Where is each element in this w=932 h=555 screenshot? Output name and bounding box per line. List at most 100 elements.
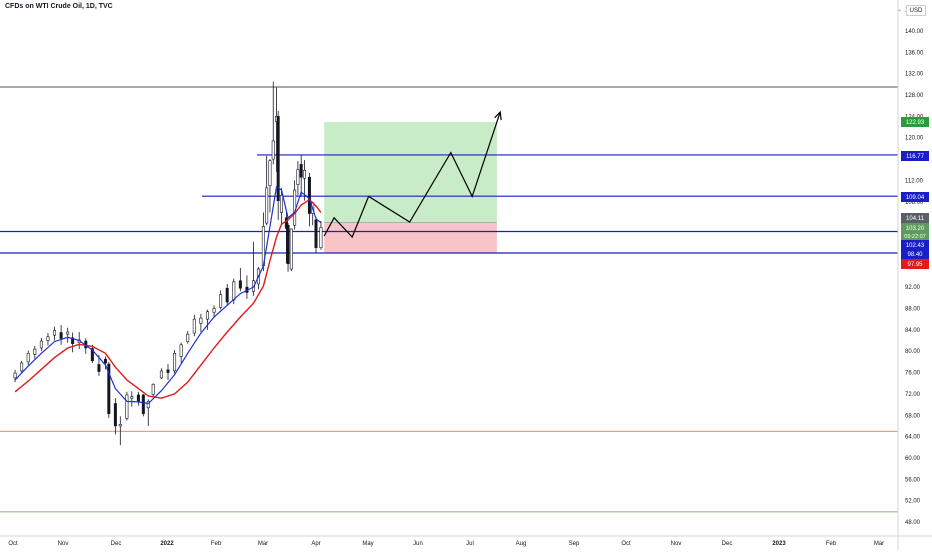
x-tick-label-14: Dec xyxy=(722,541,733,547)
x-tick-label-6: Apr xyxy=(311,541,320,547)
candle-body-28 xyxy=(186,333,190,342)
candle-body-48 xyxy=(286,224,290,264)
projection-line xyxy=(323,111,501,239)
candle-body-23 xyxy=(151,383,155,395)
y-tick-label-7: 76.00 xyxy=(905,371,921,377)
y-tick-label-21: 132.00 xyxy=(905,72,924,78)
price-label-5: 102.43 xyxy=(906,243,925,249)
x-tick-label-13: Nov xyxy=(671,541,682,547)
position-zones xyxy=(324,122,497,253)
price-label-bg-0 xyxy=(901,117,929,127)
candle-body-3 xyxy=(33,348,37,355)
candle-body-35 xyxy=(232,281,236,301)
y-tick-label-16: 112.00 xyxy=(905,178,924,184)
candle-body-0 xyxy=(13,372,17,379)
currency-button[interactable]: USD xyxy=(906,5,926,16)
y-tick-label-4: 64.00 xyxy=(905,435,921,441)
price-label-6: 98.40 xyxy=(907,252,923,258)
moving-averages xyxy=(14,185,322,405)
candle-body-45 xyxy=(276,116,280,201)
candle-body-25 xyxy=(166,369,170,373)
x-tick-label-7: May xyxy=(362,541,373,547)
candle-body-4 xyxy=(39,340,43,349)
candle-body-13 xyxy=(97,364,101,372)
x-tick-label-16: Feb xyxy=(826,541,837,547)
x-tick-label-10: Aug xyxy=(516,541,527,547)
candle-body-17 xyxy=(118,424,122,427)
loss-zone xyxy=(324,222,497,253)
candle-body-46 xyxy=(279,195,283,213)
candle-body-7 xyxy=(59,332,63,339)
x-tick-label-8: Jun xyxy=(413,541,423,547)
y-tick-label-23: 140.00 xyxy=(905,29,924,35)
price-label-bg-5 xyxy=(901,240,929,250)
x-tick-label-4: Feb xyxy=(211,541,222,547)
x-tick-label-1: Nov xyxy=(58,541,69,547)
projection-path xyxy=(323,110,502,239)
price-labels: 122.93 116.77 109.04 104.11 103.20 102.43 98.4… xyxy=(901,117,929,269)
candle-body-2 xyxy=(26,353,30,363)
chevron-down-icon[interactable]: ⌄ xyxy=(897,7,903,13)
candle-body-49 xyxy=(289,228,293,270)
countdown-bg xyxy=(901,232,929,240)
candle-body-26 xyxy=(173,353,177,372)
price-label-2: 109.04 xyxy=(906,195,925,201)
candle-body-31 xyxy=(205,311,209,320)
candle-body-30 xyxy=(199,317,203,324)
candle-body-22 xyxy=(146,401,150,409)
candle-body-9 xyxy=(71,337,75,345)
ema-slow-line xyxy=(14,198,322,399)
y-tick-label-15: 108.00 xyxy=(905,200,924,206)
price-label-bg-1 xyxy=(901,151,929,161)
price-label-bg-3 xyxy=(901,213,929,223)
x-tick-label-0: Oct xyxy=(8,541,18,547)
candle-body-24 xyxy=(159,370,163,379)
y-tick-label-0: 48.00 xyxy=(905,520,921,526)
candle-body-12 xyxy=(90,348,94,362)
candle-body-53 xyxy=(302,169,306,179)
x-tick-label-2: Dec xyxy=(111,541,122,547)
candle-body-8 xyxy=(66,331,70,335)
x-tick-label-12: Oct xyxy=(621,541,631,547)
price-label-bg-6 xyxy=(901,249,929,259)
candle-body-56 xyxy=(314,219,318,248)
candle-body-6 xyxy=(53,330,57,336)
horizontal-levels xyxy=(0,86,898,513)
y-tick-label-5: 68.00 xyxy=(905,413,921,419)
candle-body-36 xyxy=(238,280,242,289)
y-tick-label-9: 84.00 xyxy=(905,328,921,334)
arrow-head-icon xyxy=(494,110,502,121)
candle-body-54 xyxy=(307,176,311,214)
y-tick-label-6: 72.00 xyxy=(905,392,921,398)
price-label-1: 116.77 xyxy=(906,154,925,160)
x-tick-label-15: 2023 xyxy=(772,541,786,547)
candle-body-29 xyxy=(192,318,196,334)
price-label-0: 122.93 xyxy=(906,120,925,126)
x-tick-label-9: Jul xyxy=(466,541,474,547)
candle-body-1 xyxy=(20,362,24,372)
y-tick-label-11: 92.00 xyxy=(905,285,921,291)
candle-body-18 xyxy=(125,394,129,419)
price-label-4: 103.20 xyxy=(906,226,925,232)
candle-body-21 xyxy=(141,394,145,414)
candle-body-52 xyxy=(299,164,303,178)
candle-body-34 xyxy=(225,287,229,303)
candle-body-33 xyxy=(219,294,223,308)
candle-body-41 xyxy=(265,187,269,224)
y-tick-label-22: 136.00 xyxy=(905,50,924,56)
price-label-3: 104.11 xyxy=(906,216,925,222)
candle-body-51 xyxy=(296,169,300,185)
candle-body-50 xyxy=(293,189,297,226)
y-tick-label-20: 128.00 xyxy=(905,93,924,99)
candle-body-5 xyxy=(46,336,50,341)
y-tick-label-1: 52.00 xyxy=(905,499,921,505)
candles xyxy=(13,81,323,446)
candle-body-16 xyxy=(113,403,117,427)
x-tick-label-5: Mar xyxy=(258,541,268,547)
candle-body-14 xyxy=(104,358,108,364)
countdown-label: 09:22:07 xyxy=(904,234,925,240)
chart-title: CFDs on WTI Crude Oil, 1D, TVC xyxy=(5,3,113,10)
